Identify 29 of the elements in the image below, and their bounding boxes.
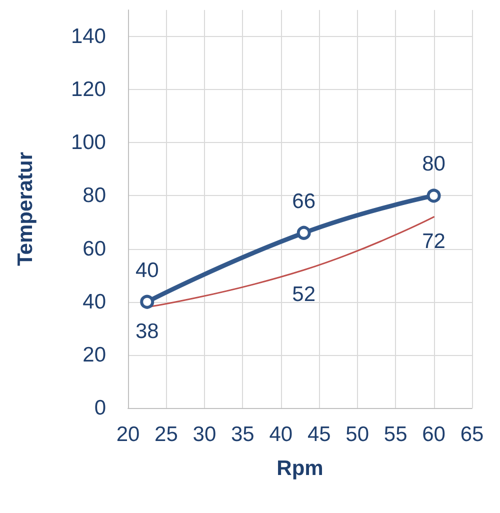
- point: [140, 294, 154, 309]
- x-tick-label: 45: [307, 423, 331, 446]
- x-tick-label: 40: [269, 423, 293, 446]
- x-tick-label: 50: [346, 423, 370, 446]
- data-label: 80: [422, 152, 446, 176]
- data-label: 66: [292, 190, 316, 213]
- data-label: 38: [135, 320, 159, 344]
- x-tick-label: 35: [230, 423, 254, 446]
- y-tick-label: 120: [70, 78, 106, 102]
- y-tick-label: 40: [82, 290, 106, 314]
- data-label: 72: [422, 230, 446, 253]
- x-axis-title: Rpm: [276, 457, 324, 480]
- y-tick-label: 0: [94, 396, 106, 420]
- point: [426, 188, 441, 203]
- y-tick-label: 80: [82, 184, 106, 208]
- x-tick-label: 20: [116, 423, 140, 446]
- y-tick-label: 60: [82, 237, 106, 260]
- y-tick-label: 100: [70, 131, 106, 154]
- y-tick-label: 140: [70, 25, 106, 48]
- x-tick-label: 60: [422, 423, 446, 446]
- data-label: 52: [292, 283, 316, 306]
- data-label: 40: [135, 258, 159, 282]
- x-tick-label: 65: [460, 423, 484, 446]
- y-tick-label: 20: [82, 343, 106, 366]
- x-tick-label: 25: [154, 423, 178, 446]
- y-axis-title: Temperatur: [14, 152, 37, 266]
- x-tick-label: 30: [192, 423, 216, 446]
- point: [296, 226, 311, 240]
- x-tick-label: 55: [384, 423, 408, 446]
